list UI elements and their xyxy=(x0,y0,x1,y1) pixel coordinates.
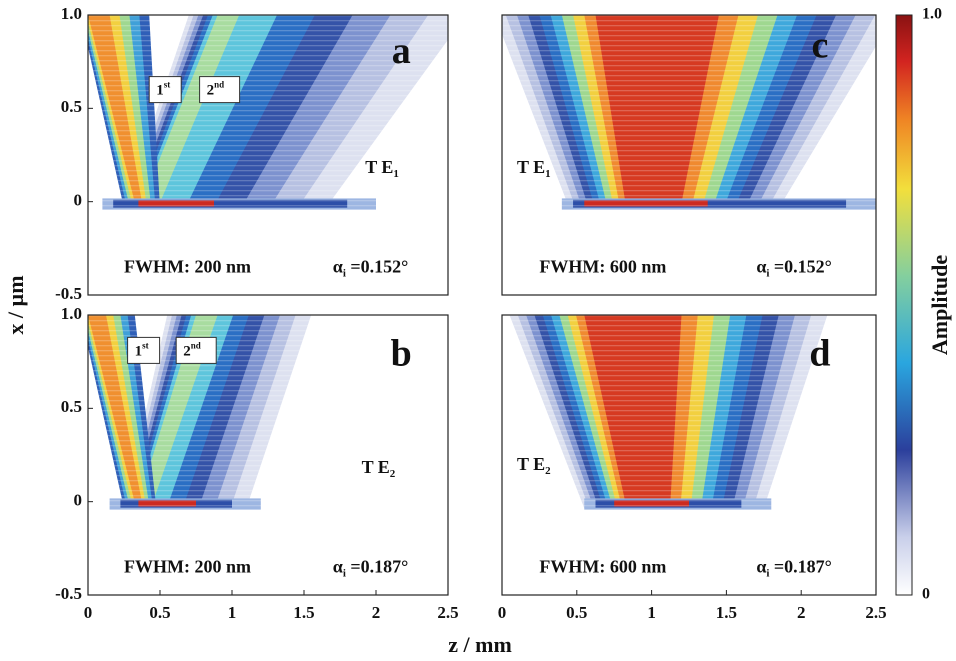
x-tick-label: 2 xyxy=(372,603,381,622)
colorbar-tick-label: 0 xyxy=(922,586,930,603)
angle-label: αi =0.187° xyxy=(333,557,409,579)
panel xyxy=(88,315,448,595)
annotation-number: 1 xyxy=(156,83,164,99)
x-tick-label: 0 xyxy=(498,603,507,622)
angle-label: αi =0.187° xyxy=(756,557,832,579)
x-tick-label: 0.5 xyxy=(566,603,587,622)
stripes xyxy=(502,315,876,595)
annotation: 2nd xyxy=(183,340,201,359)
angle-label: αi =0.152° xyxy=(333,257,409,279)
mode-label: T E2 xyxy=(362,457,396,479)
panel-label: a xyxy=(392,30,411,72)
panel-frame xyxy=(501,314,877,596)
angle-symbol: α xyxy=(333,557,343,577)
panel-label: c xyxy=(811,24,828,66)
mode-label: T E1 xyxy=(517,157,551,179)
angle-value: =0.152° xyxy=(769,257,831,277)
mode-index: 2 xyxy=(545,465,551,477)
angle-symbol: α xyxy=(756,257,766,277)
angle-subscript: i xyxy=(343,567,346,579)
y-tick-label: 0 xyxy=(74,491,83,510)
x-tick-label: 1.5 xyxy=(293,603,314,622)
angle-subscript: i xyxy=(766,267,769,279)
colorbar-label: Amplitude xyxy=(927,255,952,355)
x-tick-label: 2.5 xyxy=(865,603,886,622)
annotation-box xyxy=(148,76,182,104)
x-tick-label: 1 xyxy=(647,603,656,622)
fwhm-label: FWHM: 200 nm xyxy=(124,557,251,577)
panel xyxy=(502,315,876,595)
angle-symbol: α xyxy=(756,557,766,577)
y-tick-label: 1.0 xyxy=(61,304,82,323)
x-axis-label: z / mm xyxy=(448,632,512,657)
angle-label: αi =0.152° xyxy=(756,257,832,279)
annotation-number: 2 xyxy=(183,344,191,360)
y-tick-label: 0.5 xyxy=(61,97,82,116)
angle-subscript: i xyxy=(343,267,346,279)
annotation-suffix: st xyxy=(142,340,149,350)
mode-name: T E xyxy=(365,157,393,177)
x-tick-label: 0.5 xyxy=(149,603,170,622)
x-tick-label: 1.5 xyxy=(716,603,737,622)
panel-frame xyxy=(501,14,877,296)
mode-name: T E xyxy=(517,454,545,474)
x-tick-label: 2.5 xyxy=(437,603,458,622)
y-tick-label: 0.5 xyxy=(61,397,82,416)
mode-index: 2 xyxy=(390,468,396,480)
annotation-box xyxy=(175,336,217,364)
colorbar xyxy=(895,14,913,596)
angle-symbol: α xyxy=(333,257,343,277)
panel-frame xyxy=(87,14,449,296)
annotation-number: 1 xyxy=(135,344,143,360)
annotation-suffix: nd xyxy=(214,80,224,90)
fwhm-label: FWHM: 200 nm xyxy=(124,257,251,277)
panel xyxy=(88,15,448,295)
mode-name: T E xyxy=(362,457,390,477)
y-tick-label: -0.5 xyxy=(55,284,82,303)
annotation-box xyxy=(199,76,241,104)
mode-label: T E2 xyxy=(517,454,551,476)
angle-value: =0.187° xyxy=(769,557,831,577)
x-tick-label: 2 xyxy=(797,603,806,622)
fwhm-label: FWHM: 600 nm xyxy=(539,557,666,577)
stripes xyxy=(88,15,448,295)
x-tick-label: 0 xyxy=(84,603,93,622)
mode-name: T E xyxy=(517,157,545,177)
annotation-box xyxy=(127,336,161,364)
panel xyxy=(502,15,876,295)
stripes xyxy=(502,15,876,295)
panel-label: d xyxy=(809,333,830,375)
annotation-suffix: nd xyxy=(191,340,201,350)
annotation: 1st xyxy=(135,340,149,359)
panel-label: b xyxy=(391,333,412,375)
mode-index: 1 xyxy=(393,168,399,180)
y-tick-label: -0.5 xyxy=(55,584,82,603)
fwhm-label: FWHM: 600 nm xyxy=(539,257,666,277)
annotation-number: 2 xyxy=(207,83,215,99)
mode-label: T E1 xyxy=(365,157,399,179)
angle-value: =0.187° xyxy=(346,557,408,577)
x-tick-label: 1 xyxy=(228,603,237,622)
annotation: 2nd xyxy=(207,80,225,99)
annotation-suffix: st xyxy=(164,80,171,90)
colorbar-tick-label: 1.0 xyxy=(922,6,942,23)
y-tick-label: 1.0 xyxy=(61,4,82,23)
angle-value: =0.152° xyxy=(346,257,408,277)
y-tick-label: 0 xyxy=(74,191,83,210)
panel-frame xyxy=(87,314,449,596)
angle-subscript: i xyxy=(766,567,769,579)
annotation: 1st xyxy=(156,80,170,99)
y-axis-label: x / µm xyxy=(3,275,28,334)
mode-index: 1 xyxy=(545,168,551,180)
